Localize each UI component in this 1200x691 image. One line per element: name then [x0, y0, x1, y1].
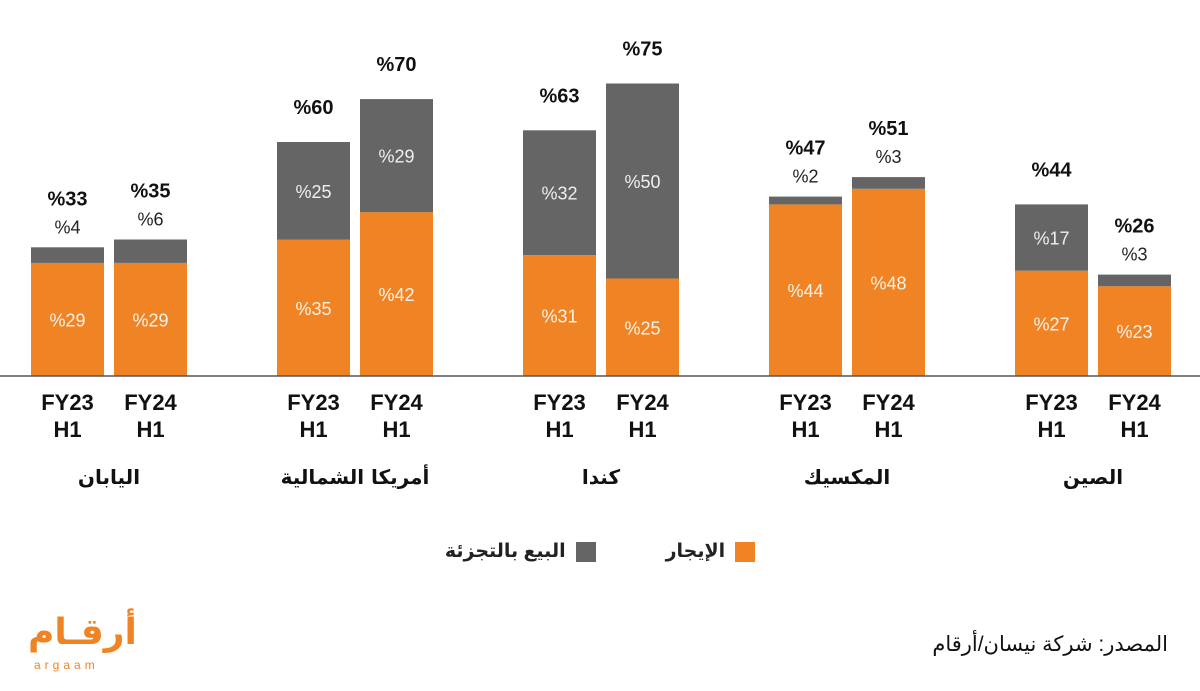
data-label-total: %60 — [293, 97, 333, 119]
data-label-total: %51 — [868, 118, 908, 140]
data-label-retail: %25 — [295, 182, 331, 202]
data-label-total: %47 — [785, 138, 825, 160]
x-tick-label: FY24 — [124, 390, 177, 415]
logo-arabic-text: أرقـام — [28, 612, 137, 653]
data-label-retail: %3 — [875, 147, 901, 167]
data-label-lease: %25 — [624, 318, 660, 338]
legend-label-lease: الإيجار — [665, 541, 726, 562]
bar-lease — [523, 255, 596, 376]
bar-retail — [523, 130, 596, 256]
x-tick-label: H1 — [382, 417, 410, 442]
argaam-logo: أرقـام argaam — [28, 612, 138, 674]
x-tick-label: FY24 — [1108, 390, 1161, 415]
bar-lease — [277, 239, 350, 376]
data-label-lease: %48 — [870, 273, 906, 293]
chart-legend: الإيجار البيع بالتجزئة — [0, 540, 1200, 563]
bar-retail — [277, 142, 350, 240]
data-label-retail: %6 — [137, 210, 163, 230]
category-label: الصين — [1063, 465, 1123, 489]
category-label: المكسيك — [804, 465, 891, 489]
stacked-bar-chart: %29%4%33FY23H1%29%6%35FY24H1اليابان%35%2… — [0, 39, 1200, 489]
data-label-lease: %44 — [787, 281, 823, 301]
bar-retail — [769, 196, 842, 205]
bar-retail — [1098, 274, 1171, 287]
data-label-lease: %35 — [295, 299, 331, 319]
data-label-retail: %4 — [54, 217, 80, 237]
legend-swatch-retail — [575, 541, 596, 562]
x-tick-label: H1 — [628, 417, 656, 442]
data-label-total: %26 — [1114, 216, 1154, 238]
x-tick-label: H1 — [53, 417, 81, 442]
data-label-total: %63 — [539, 85, 579, 107]
data-label-total: %75 — [622, 39, 662, 61]
bar-retail — [606, 83, 679, 279]
data-label-total: %44 — [1031, 159, 1072, 181]
data-label-retail: %29 — [378, 147, 414, 167]
data-label-total: %33 — [47, 188, 87, 210]
x-tick-label: FY23 — [533, 390, 586, 415]
bar-retail — [1015, 204, 1088, 271]
data-label-lease: %29 — [49, 310, 85, 330]
bar-retail — [114, 239, 187, 263]
bar-lease — [606, 278, 679, 376]
data-label-lease: %23 — [1116, 322, 1152, 342]
legend-item-lease: الإيجار — [666, 540, 756, 563]
bar-lease — [1098, 286, 1171, 376]
x-tick-label: H1 — [1120, 417, 1148, 442]
data-label-lease: %29 — [132, 310, 168, 330]
x-tick-label: FY23 — [1025, 390, 1078, 415]
bar-lease — [360, 212, 433, 376]
x-tick-label: FY23 — [779, 390, 832, 415]
x-tick-label: FY23 — [287, 390, 340, 415]
bar-lease — [769, 204, 842, 376]
x-tick-label: H1 — [299, 417, 327, 442]
bar-lease — [1015, 270, 1088, 376]
legend-swatch-lease — [735, 541, 756, 562]
category-label: اليابان — [78, 465, 140, 489]
bar-lease — [31, 262, 104, 376]
x-tick-label: FY24 — [616, 390, 669, 415]
data-label-retail: %17 — [1033, 229, 1069, 249]
data-label-total: %35 — [130, 181, 170, 203]
bar-lease — [852, 188, 925, 376]
logo-latin-text: argaam — [34, 658, 99, 672]
data-label-lease: %27 — [1033, 314, 1069, 334]
data-label-retail: %32 — [541, 184, 577, 204]
bar-retail — [31, 247, 104, 263]
x-tick-label: FY24 — [862, 390, 915, 415]
data-label-lease: %31 — [541, 307, 577, 327]
data-label-lease: %42 — [378, 285, 414, 305]
data-label-total: %70 — [376, 54, 416, 76]
category-label: كندا — [582, 465, 621, 489]
x-tick-label: H1 — [545, 417, 573, 442]
x-tick-label: H1 — [136, 417, 164, 442]
x-tick-label: H1 — [1037, 417, 1065, 442]
x-tick-label: FY24 — [370, 390, 423, 415]
data-label-retail: %50 — [624, 172, 660, 192]
bar-retail — [852, 177, 925, 189]
x-tick-label: H1 — [874, 417, 902, 442]
legend-item-retail: البيع بالتجزئة — [445, 540, 596, 563]
legend-label-retail: البيع بالتجزئة — [444, 541, 566, 562]
data-label-retail: %2 — [792, 167, 818, 187]
source-note: المصدر: شركة نيسان/أرقام — [932, 633, 1168, 656]
x-tick-label: H1 — [791, 417, 819, 442]
x-tick-label: FY23 — [41, 390, 94, 415]
bar-lease — [114, 262, 187, 376]
category-label: أمريكا الشمالية — [281, 463, 430, 489]
data-label-retail: %3 — [1121, 245, 1147, 265]
bar-retail — [360, 99, 433, 213]
